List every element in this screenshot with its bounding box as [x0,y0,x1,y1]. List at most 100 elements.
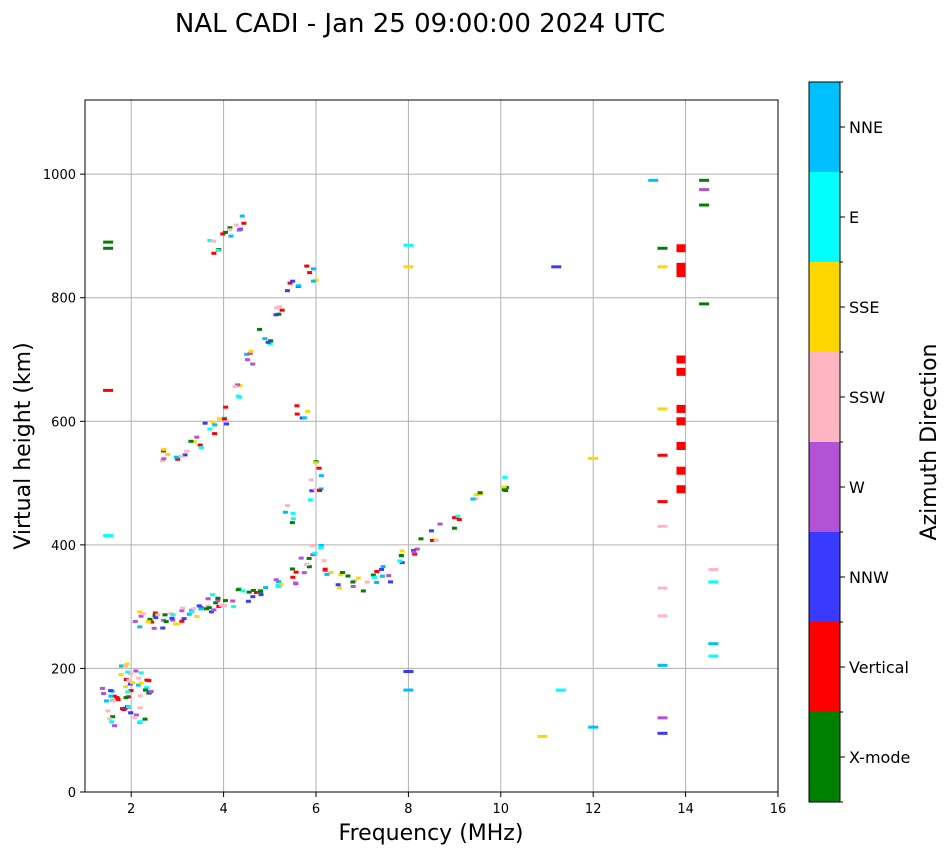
echo-point [108,694,114,698]
colorbar-segment [809,712,840,802]
echo-point [676,466,686,475]
echo-point [165,453,171,457]
echo-point [364,580,370,584]
echo-point [245,599,251,603]
echo-point [153,616,159,620]
echo-point [170,618,176,622]
echo-point [210,420,216,424]
echo-point [233,223,239,227]
echo-point [350,584,356,588]
echo-point [301,416,307,420]
echo-point [676,269,686,277]
echo-point [124,662,130,666]
echo-point [136,676,142,680]
echo-point [254,591,260,595]
echo-point [169,616,175,620]
echo-point [137,610,143,614]
colorbar-label-item: SSW [849,388,885,407]
colorbar-label: Azimuth Direction [917,343,942,540]
echo-point [676,442,686,450]
echo-point [130,681,136,685]
echo-point [115,698,121,702]
echo-point [144,686,150,690]
x-tick-label: 14 [677,802,694,817]
echo-point [399,561,405,565]
echo-point [322,567,328,571]
echo-point [429,538,435,542]
echo-point [309,544,315,548]
echo-point [232,385,238,389]
echo-point [414,547,420,551]
colorbar-label-item: Vertical [849,658,909,677]
echo-point [657,524,668,528]
echo-point [184,449,190,453]
echo-point [335,583,341,587]
echo-point [138,671,144,675]
echo-point [231,605,237,609]
echo-point [110,715,116,719]
echo-point [248,349,254,353]
echo-point [215,599,221,603]
echo-point [403,688,414,692]
y-tick-label: 200 [51,662,76,677]
echo-point [235,394,241,398]
echo-point [307,498,313,502]
echo-point [206,606,212,610]
echo-point [699,188,710,192]
echo-point [197,443,203,447]
echo-point [501,485,507,489]
echo-point [263,586,269,590]
colorbar-label-item: E [849,208,859,227]
echo-point [223,405,229,409]
colorbar-label-item: NNW [849,568,889,587]
echo-point [101,692,107,696]
colorbar-segment [809,82,840,172]
echo-point [180,606,186,610]
echo-point [313,488,319,492]
echo-point [278,583,284,587]
y-tick-label: 800 [51,292,76,307]
echo-point [274,306,280,310]
x-tick-label: 8 [404,802,412,817]
colorbar: X-mode Vertical NNW W SSW SSE E NNE [808,81,910,803]
echo-point [318,543,324,547]
echo-point [360,589,366,593]
echo-point [221,417,227,421]
colorbar-segment [809,622,840,712]
y-tick-label: 400 [51,539,76,554]
colorbar-segment [809,442,840,532]
echo-point [103,240,114,244]
echo-point [676,485,686,494]
echo-point [313,461,319,465]
colorbar-segment [809,532,840,622]
echo-point [128,689,134,693]
echo-point [203,607,209,611]
echo-point [148,690,154,694]
echo-point [305,409,311,413]
y-tick-label: 600 [51,415,76,430]
colorbar-segment [809,172,840,262]
echo-point [403,670,414,674]
echo-point [109,720,115,724]
echo-point [211,251,217,255]
echo-point [138,614,144,618]
echo-point [205,604,211,608]
echo-point [189,610,195,614]
echo-point [276,585,282,589]
echo-point [306,565,312,569]
echo-point [147,617,153,621]
x-tick-label: 2 [127,802,135,817]
echo-point [227,228,233,232]
echo-point [648,178,659,182]
echo-point [321,559,327,563]
echo-point [210,239,216,243]
echo-point [179,609,185,613]
echo-point [657,246,668,250]
echo-point [317,488,323,492]
colorbar-label-item: SSE [849,298,879,317]
echo-point [224,422,230,426]
echo-point [290,517,296,521]
echo-point [227,226,233,230]
echo-point [125,670,131,674]
echo-point [310,267,316,271]
